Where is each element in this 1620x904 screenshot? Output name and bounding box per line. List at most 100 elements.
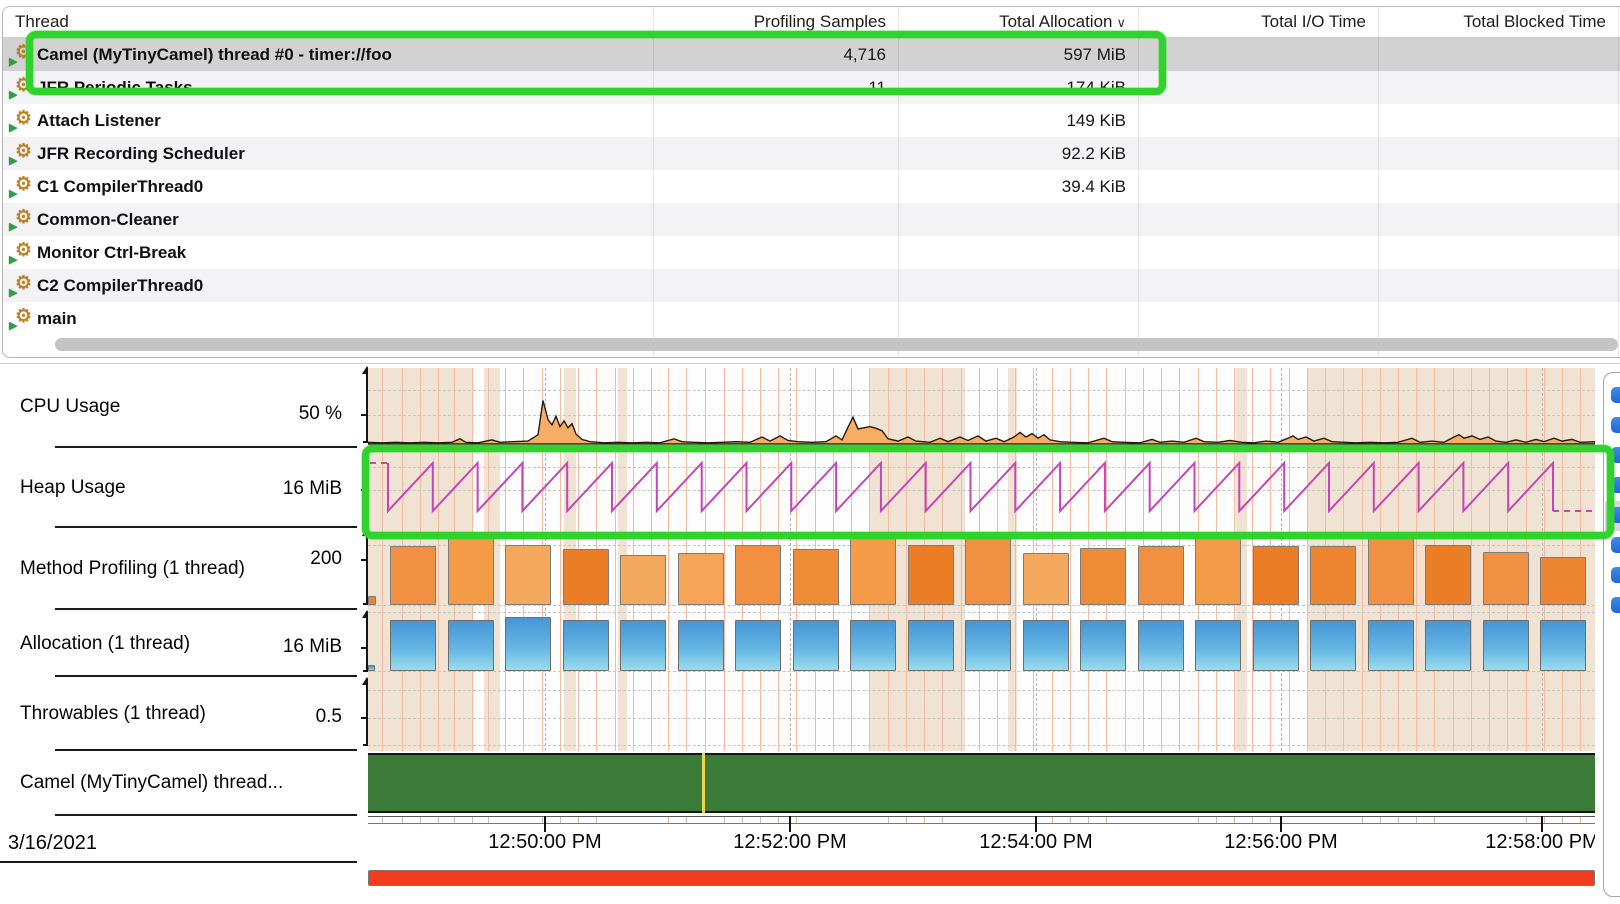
- column-divider[interactable]: [1618, 7, 1619, 357]
- method-profiling-bar[interactable]: [620, 555, 666, 605]
- cpu-usage-chart[interactable]: [368, 368, 1595, 448]
- method-profiling-bar[interactable]: [677, 553, 724, 605]
- allocation-bar[interactable]: [1080, 620, 1126, 671]
- column-header-total-allocation[interactable]: Total Allocation ∨: [898, 7, 1138, 37]
- column-divider[interactable]: [1138, 7, 1139, 357]
- column-divider[interactable]: [898, 7, 899, 357]
- column-header-total-blocked-time[interactable]: Total Blocked Time: [1378, 7, 1618, 37]
- table-row[interactable]: ⚙ ▶ C2 CompilerThread0: [3, 269, 1620, 302]
- legend-button-6[interactable]: [1611, 537, 1620, 553]
- thread-table-panel: Thread Profiling Samples Total Allocation ∨…: [2, 6, 1620, 358]
- allocation-bar[interactable]: [1195, 620, 1241, 671]
- method-profiling-bar[interactable]: [1425, 545, 1471, 605]
- allocation-bar[interactable]: [735, 620, 781, 671]
- allocation-bar[interactable]: [907, 620, 954, 671]
- method-profiling-bar[interactable]: [447, 537, 494, 605]
- allocation-bar[interactable]: [1137, 620, 1184, 671]
- minor-time-tick: [724, 817, 725, 823]
- total-blocked-time-cell: [1378, 38, 1618, 71]
- thread-name: C1 CompilerThread0: [37, 177, 204, 196]
- allocation-bar[interactable]: [792, 620, 839, 671]
- running-thread-icon: ▶: [9, 253, 18, 266]
- method-profiling-bar[interactable]: [505, 545, 551, 605]
- allocation-bar[interactable]: [965, 620, 1011, 671]
- legend-button-2[interactable]: [1611, 417, 1620, 433]
- method-profiling-bar[interactable]: [1482, 552, 1529, 605]
- method-profiling-bar[interactable]: [1367, 536, 1414, 605]
- table-row[interactable]: ⚙ ▶ JFR Recording Scheduler 92.2 KiB: [3, 137, 1620, 170]
- method-profiling-bar[interactable]: [792, 549, 839, 605]
- method-profiling-bar[interactable]: [390, 546, 436, 605]
- legend-button-8[interactable]: [1611, 597, 1620, 613]
- table-row[interactable]: ⚙ ▶ Camel (MyTinyCamel) thread #0 - timer:…: [3, 38, 1620, 71]
- method-profiling-bar[interactable]: [907, 545, 954, 605]
- table-row[interactable]: ⚙ ▶ JFR Periodic Tasks 11 174 KiB: [3, 71, 1620, 104]
- allocation-bar[interactable]: [1310, 620, 1356, 671]
- heap-usage-chart[interactable]: [368, 450, 1595, 528]
- method-profiling-bar[interactable]: [1540, 557, 1586, 605]
- minor-time-tick: [472, 817, 473, 823]
- table-row[interactable]: ⚙ ▶ Common-Cleaner: [3, 203, 1620, 236]
- allocation-bar[interactable]: [390, 620, 436, 671]
- table-row[interactable]: ⚙ ▶ Attach Listener 149 KiB: [3, 104, 1620, 137]
- allocation-bar[interactable]: [1022, 620, 1069, 671]
- minor-time-tick: [1362, 817, 1363, 823]
- timeline-range-scrollbar[interactable]: [368, 870, 1595, 886]
- background-band: [1008, 368, 1017, 751]
- time-label: 12:54:00 PM: [979, 831, 1093, 853]
- legend-button-5[interactable]: [1611, 507, 1620, 523]
- method-profiling-bar[interactable]: [965, 537, 1011, 605]
- heap-sawtooth-series: [370, 460, 1595, 514]
- legend-button-1[interactable]: [1611, 387, 1620, 403]
- allocation-bar[interactable]: [505, 617, 551, 671]
- method-profiling-bar[interactable]: [1310, 546, 1356, 605]
- column-divider[interactable]: [1378, 7, 1379, 357]
- lane-axis-tick-label: 50 %: [298, 403, 342, 424]
- column-header-profiling-samples[interactable]: Profiling Samples: [653, 7, 898, 37]
- method-profiling-bar[interactable]: [1252, 546, 1299, 605]
- legend-button-3[interactable]: [1611, 447, 1620, 463]
- column-header-thread[interactable]: Thread: [3, 7, 653, 37]
- table-row[interactable]: ⚙ ▶ C1 CompilerThread0 39.4 KiB: [3, 170, 1620, 203]
- table-row[interactable]: ⚙ ▶ main: [3, 302, 1620, 335]
- table-row[interactable]: ⚙ ▶ Monitor Ctrl-Break: [3, 236, 1620, 269]
- allocation-bar[interactable]: [1252, 620, 1299, 671]
- lane-label-method: Method Profiling (1 thread): [20, 558, 245, 579]
- method-profiling-bar[interactable]: [850, 537, 896, 605]
- time-label: 12:52:00 PM: [733, 831, 847, 853]
- allocation-chart[interactable]: [368, 612, 1595, 677]
- axis-end-tick: [363, 603, 371, 605]
- column-header-label: Total Allocation: [999, 12, 1113, 31]
- method-profiling-bar[interactable]: [1137, 546, 1184, 605]
- method-profiling-chart[interactable]: [368, 530, 1595, 610]
- profiling-samples-cell: [653, 170, 898, 203]
- legend-button-4[interactable]: [1611, 477, 1620, 493]
- allocation-bar[interactable]: [620, 620, 666, 671]
- total-allocation-cell: [898, 269, 1138, 302]
- event-gridline: [724, 368, 725, 751]
- thread-name: Monitor Ctrl-Break: [37, 243, 187, 262]
- table-horizontal-scrollbar[interactable]: [55, 338, 1618, 351]
- allocation-bar[interactable]: [1540, 620, 1586, 671]
- allocation-bar[interactable]: [677, 620, 724, 671]
- allocation-bar[interactable]: [1482, 620, 1529, 671]
- thread-name-cell: ⚙ ▶ Common-Cleaner: [3, 203, 653, 236]
- legend-button-7[interactable]: [1611, 567, 1620, 583]
- method-profiling-bar[interactable]: [1022, 553, 1069, 605]
- allocation-bar[interactable]: [562, 620, 609, 671]
- allocation-bar[interactable]: [1367, 620, 1414, 671]
- total-blocked-time-cell: [1378, 302, 1618, 335]
- method-profiling-bar[interactable]: [1080, 548, 1126, 605]
- method-profiling-bar[interactable]: [1195, 537, 1241, 605]
- minor-time-tick: [454, 817, 455, 823]
- column-header-total-i-o-time[interactable]: Total I/O Time: [1138, 7, 1378, 37]
- allocation-bar[interactable]: [1425, 620, 1471, 671]
- allocation-bar[interactable]: [850, 620, 896, 671]
- column-header-label: Total Blocked Time: [1463, 12, 1606, 31]
- allocation-bar[interactable]: [447, 620, 494, 671]
- gear-icon: ⚙: [15, 140, 33, 162]
- method-profiling-bar[interactable]: [562, 549, 609, 605]
- thread-activity-lane[interactable]: [368, 751, 1595, 816]
- method-profiling-bar[interactable]: [735, 545, 781, 605]
- column-divider[interactable]: [653, 7, 654, 357]
